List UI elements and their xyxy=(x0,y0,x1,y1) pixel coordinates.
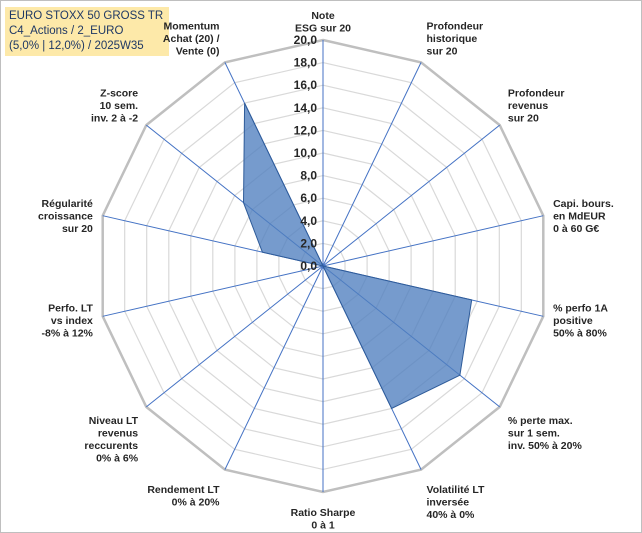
tick-label: 0,0 xyxy=(300,259,317,273)
axis-label-line: -8% à 12% xyxy=(42,327,94,339)
axis-label: % perte max. sur 1 sem. inv. 50% à 20% xyxy=(508,415,583,452)
axis-label-line: Z-score xyxy=(100,88,138,100)
axis-spoke xyxy=(322,124,501,267)
axis-spoke xyxy=(322,215,544,267)
axis-spoke xyxy=(322,62,422,267)
axis-label-line: Capi. bours. xyxy=(553,198,614,210)
axis-label: Ratio Sharpe 0 à 1 xyxy=(291,507,356,532)
axis-label-line: Ratio Sharpe xyxy=(291,507,356,519)
axis-label: % perfo 1A positive 50% à 80% xyxy=(553,302,608,339)
axis-label-line: Perfo. LT xyxy=(48,302,93,314)
axis-label-line: revenus xyxy=(508,100,548,112)
axis-label: Rendement LT 0% à 20% xyxy=(147,484,220,509)
axis-label-line: inversée xyxy=(427,496,470,508)
axis-label-line: croissance xyxy=(38,211,93,223)
axis-label: Profondeur historique sur 20 xyxy=(427,21,484,58)
axis-label-line: historique xyxy=(427,33,478,45)
axis-label-line: % perfo 1A xyxy=(553,302,608,314)
axis-label: Volatilité LT inversée 40% à 0% xyxy=(427,484,486,521)
chart-title-box: EURO STOXX 50 GROSS TR C4_Actions / 2_EU… xyxy=(5,7,169,56)
tick-label: 8,0 xyxy=(300,169,317,183)
axis-label-line: en MdEUR xyxy=(553,211,606,223)
axis-label-line: Momentum xyxy=(164,21,220,33)
axis-label-line: Régularité xyxy=(42,198,94,210)
axis-label-line: reccurents xyxy=(84,440,138,452)
axis-label-line: 50% à 80% xyxy=(553,327,607,339)
tick-label: 14,0 xyxy=(294,101,318,115)
tick-label: 10,0 xyxy=(294,146,318,160)
axis-label-line: inv. 2 à -2 xyxy=(91,113,138,125)
tick-label: 18,0 xyxy=(294,56,318,70)
axis-label-line: ESG sur 20 xyxy=(295,23,351,35)
tick-label: 2,0 xyxy=(300,236,317,250)
axis-label: Régularité croissance sur 20 xyxy=(38,198,93,235)
tick-label: 20,0 xyxy=(294,33,318,47)
axis-label: Capi. bours. en MdEUR 0 à 60 G€ xyxy=(553,198,614,235)
title-line-3: (5,0% | 12,0%) / 2025W35 xyxy=(9,40,144,52)
axis-label-line: 0% à 20% xyxy=(172,496,221,508)
title-line-1: EURO STOXX 50 GROSS TR xyxy=(9,10,164,22)
axis-label-line: sur 1 sem. xyxy=(508,427,560,439)
axis-label-line: positive xyxy=(553,315,593,327)
axis-label: Perfo. LT vs index -8% à 12% xyxy=(42,302,94,339)
axis-label: Momentum Achat (20) / Vente (0) xyxy=(163,21,220,58)
axis-label-line: vs index xyxy=(51,315,93,327)
axis-label-line: % perte max. xyxy=(508,415,573,427)
axis-label-line: Volatilité LT xyxy=(427,484,486,496)
axis-label: Niveau LT revenus reccurents 0% à 6% xyxy=(84,415,138,465)
axis-label-line: revenus xyxy=(98,427,138,439)
axis-label-line: 40% à 0% xyxy=(427,509,476,521)
axis-label-line: 0 à 1 xyxy=(311,520,335,532)
axis-label: Z-score 10 sem. inv. 2 à -2 xyxy=(91,88,138,125)
tick-label: 4,0 xyxy=(300,214,317,228)
axis-label-line: sur 20 xyxy=(508,113,539,125)
radar-axis-labels: Note ESG sur 20 Profondeur historique sur 20… xyxy=(38,10,614,532)
axis-label-line: 0% à 6% xyxy=(96,452,139,464)
axis-label-line: Profondeur xyxy=(427,21,484,33)
axis-spoke xyxy=(102,265,324,317)
tick-label: 12,0 xyxy=(294,123,318,137)
title-line-2: C4_Actions / 2_EURO xyxy=(9,25,124,37)
axis-spoke xyxy=(224,265,324,470)
series-area xyxy=(242,102,473,410)
axis-label-line: Profondeur xyxy=(508,88,565,100)
radar-series xyxy=(242,102,473,410)
axis-label-line: Vente (0) xyxy=(176,46,220,58)
axis-spoke xyxy=(145,265,324,408)
tick-label: 6,0 xyxy=(300,191,317,205)
axis-label: Profondeur revenus sur 20 xyxy=(508,88,565,125)
radar-tick-labels: 0,0 2,0 4,0 6,0 8,0 10,0 12,0 14,0 16,0 18,0 20,0 xyxy=(294,33,318,273)
axis-label-line: Achat (20) / xyxy=(163,33,220,45)
axis-label: Note ESG sur 20 xyxy=(295,10,351,35)
tick-label: 16,0 xyxy=(294,78,318,92)
axis-label-line: 10 sem. xyxy=(100,100,139,112)
axis-label-line: 0 à 60 G€ xyxy=(553,223,599,235)
axis-label-line: inv. 50% à 20% xyxy=(508,440,583,452)
axis-label-line: Niveau LT xyxy=(89,415,139,427)
axis-label-line: Rendement LT xyxy=(147,484,220,496)
axis-label-line: sur 20 xyxy=(62,223,93,235)
axis-label-line: Note xyxy=(311,10,334,22)
axis-label-line: sur 20 xyxy=(427,46,458,58)
